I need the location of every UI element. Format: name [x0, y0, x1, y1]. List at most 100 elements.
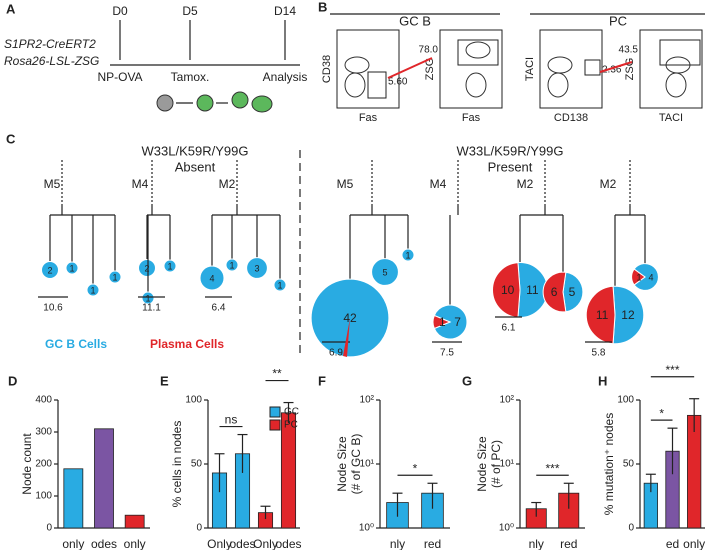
gate	[659, 39, 701, 66]
tree-name: M2	[219, 177, 236, 191]
y-axis-label: (# of PC)	[489, 440, 503, 488]
y-tick-label: 10²	[500, 395, 515, 406]
tree-name: M5	[44, 177, 61, 191]
legend-entry: GC B Cells	[45, 337, 107, 351]
scale-value: 10.6	[43, 303, 63, 314]
plot-frame	[336, 29, 400, 109]
contour	[547, 72, 569, 98]
y-tick-label: 10⁰	[359, 523, 374, 534]
cell	[156, 94, 174, 112]
scale-value: 6.1	[502, 323, 516, 334]
y-tick-label: 50	[623, 459, 635, 470]
gate-value: 43.5	[619, 45, 639, 56]
node-count: 11	[526, 283, 539, 297]
node-count: 1	[69, 263, 74, 273]
node-count: 2	[47, 265, 52, 275]
node-gc	[65, 261, 79, 275]
legend-entry: PC	[284, 420, 298, 431]
y-tick-label: 100	[617, 395, 634, 406]
axis-label: Fas	[462, 112, 481, 124]
legend-swatch	[269, 419, 281, 431]
label: D14	[274, 4, 296, 18]
label: GC B	[399, 13, 431, 28]
label: PC	[609, 13, 627, 28]
label: W33L/K59R/Y99G	[457, 143, 564, 158]
node-count: 5	[569, 285, 576, 299]
cell	[231, 91, 249, 109]
node-count: 11	[596, 308, 609, 322]
bar	[124, 514, 145, 529]
y-tick-label: 10²	[360, 395, 375, 406]
scale-value: 6.4	[212, 303, 226, 314]
x-tick-label: red	[560, 537, 577, 550]
node-gc	[108, 270, 122, 284]
node-gc	[199, 265, 225, 291]
axis-label: ZSG	[624, 58, 636, 81]
axis-label: TACI	[524, 57, 536, 81]
label: Analysis	[263, 70, 308, 84]
significance: **	[272, 367, 282, 381]
label: NP-OVA	[97, 70, 142, 84]
plot-frame	[639, 29, 703, 109]
panel-label: B	[318, 0, 327, 14]
node-gc	[273, 278, 287, 292]
node-gc	[138, 259, 156, 277]
panel-label: A	[6, 1, 16, 16]
x-tick-label: only	[124, 537, 146, 550]
scale-value: 7.5	[440, 348, 454, 359]
scale-value: 5.8	[592, 348, 606, 359]
panel-label: D	[8, 373, 17, 388]
node-count: 1	[90, 285, 95, 295]
contour	[344, 72, 366, 98]
legend-swatch	[269, 406, 281, 418]
contour	[465, 72, 487, 98]
gate-value: 2.36	[602, 65, 622, 76]
y-tick-label: 100	[35, 491, 52, 502]
sliver	[343, 318, 350, 357]
y-axis-label: (# of GC B)	[349, 434, 363, 495]
label: W33L/K59R/Y99G	[142, 143, 249, 158]
x-tick-label: nly	[529, 537, 544, 550]
x-tick-label: odes	[229, 537, 255, 550]
contour	[665, 72, 687, 98]
y-tick-label: 0	[196, 523, 202, 534]
node-count: 3	[254, 263, 259, 273]
y-tick-label: 0	[628, 523, 634, 534]
panel-label: C	[6, 131, 16, 146]
node-count: 4	[209, 273, 214, 283]
node-gc	[371, 258, 399, 286]
node-count: 1	[145, 293, 150, 303]
node-gc	[225, 258, 239, 272]
node-count: 1	[405, 250, 410, 260]
significance: *	[659, 406, 664, 420]
scale-value: 6.9	[329, 348, 343, 359]
axis-label: CD138	[554, 112, 588, 124]
cell	[196, 94, 214, 112]
panel-label: H	[598, 373, 607, 388]
y-axis-label: Node Size	[335, 436, 349, 492]
tree-name: M4	[430, 177, 447, 191]
node-gc	[41, 261, 59, 279]
x-tick-label: ed	[666, 537, 679, 550]
panel-label: E	[160, 373, 169, 388]
arrow	[387, 57, 433, 79]
tree-name: M4	[132, 177, 149, 191]
bar	[687, 414, 702, 529]
axis-label: CD38	[321, 55, 333, 83]
node-count: 2	[144, 263, 149, 273]
scale-value: 11.1	[142, 303, 161, 314]
contour	[344, 56, 370, 74]
gate	[584, 59, 601, 76]
y-tick-label: 100	[185, 395, 202, 406]
axis-label: Fas	[359, 112, 378, 124]
x-tick-label: only	[62, 537, 84, 550]
gate	[457, 39, 499, 66]
x-tick-label: Only	[207, 537, 232, 550]
axis-label: ZSG	[424, 58, 436, 81]
label: Present	[488, 159, 533, 174]
node-gc	[401, 248, 415, 262]
node-count: 1	[277, 280, 282, 290]
label: Rosa26-LSL-ZSG	[4, 54, 99, 68]
x-tick-label: Only	[253, 537, 278, 550]
